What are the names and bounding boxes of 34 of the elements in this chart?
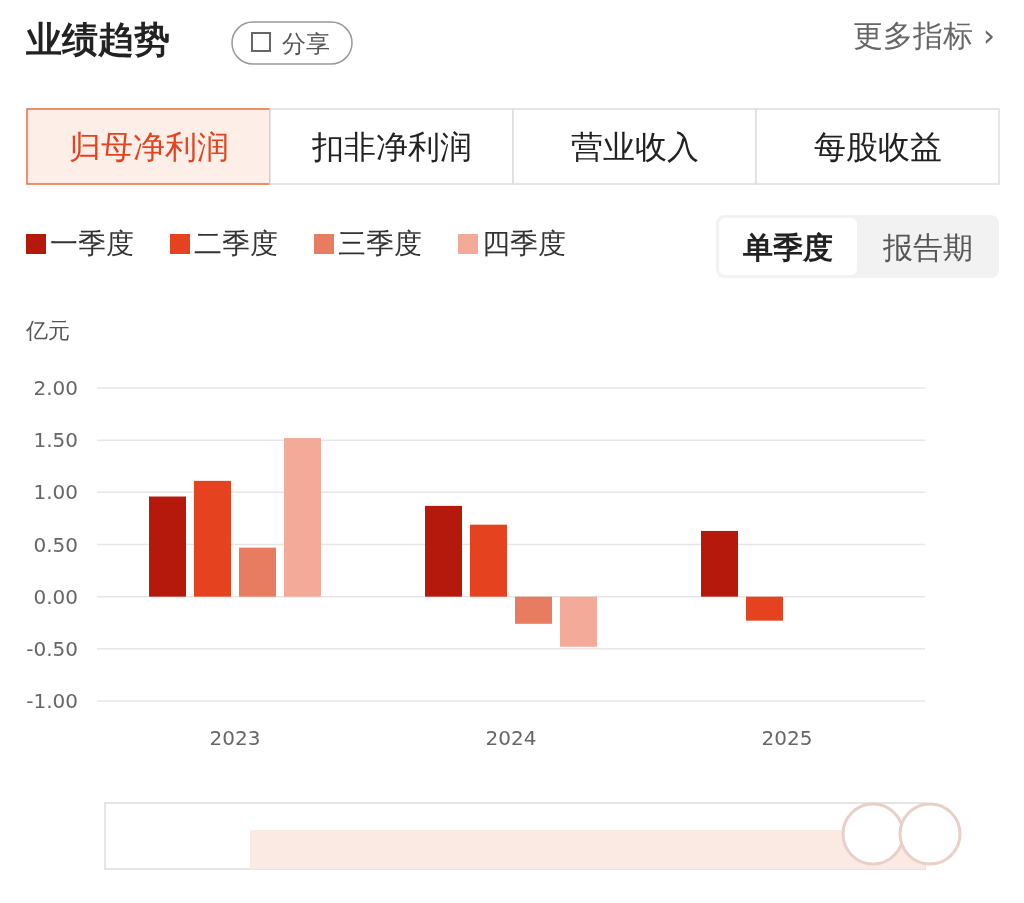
bar bbox=[194, 480, 231, 597]
bar bbox=[470, 524, 507, 597]
text: 营业收入 bbox=[570, 128, 699, 166]
y-tick-label: 1.50 bbox=[33, 428, 78, 453]
text: 报告期 bbox=[882, 230, 973, 265]
text: 每股收益 bbox=[813, 128, 942, 166]
legend-label: 三季度 bbox=[338, 227, 422, 260]
bar bbox=[284, 438, 321, 597]
text: 归母净利润 bbox=[68, 128, 229, 166]
y-tick-label: 2.00 bbox=[33, 376, 78, 400]
legend-label: 一季度 bbox=[50, 227, 134, 260]
bar bbox=[515, 596, 552, 624]
chart-title: 业绩趋势 bbox=[26, 19, 170, 60]
legend-label: 四季度 bbox=[482, 227, 566, 260]
y-tick-label: -0.50 bbox=[26, 636, 78, 661]
text: 更多指标 › bbox=[853, 18, 995, 53]
bar bbox=[239, 547, 276, 597]
text: 扣非净利润 bbox=[310, 128, 472, 166]
y-tick-label: 1.00 bbox=[33, 480, 78, 505]
bar bbox=[746, 596, 783, 621]
text: 单季度 bbox=[742, 230, 833, 265]
x-tick-label: 2023 bbox=[209, 726, 261, 750]
text: 分享 bbox=[282, 30, 330, 58]
x-tick-label: 2025 bbox=[761, 726, 813, 750]
legend-label: 二季度 bbox=[194, 227, 278, 260]
bar bbox=[149, 496, 186, 597]
bar bbox=[425, 505, 462, 597]
bar bbox=[560, 596, 597, 647]
y-tick-label: 0.00 bbox=[33, 584, 78, 609]
bar bbox=[701, 530, 738, 597]
y-axis-title: 亿元 bbox=[25, 318, 70, 343]
y-tick-label: 0.50 bbox=[33, 532, 78, 557]
y-tick-label: -1.00 bbox=[26, 689, 78, 713]
x-tick-label: 2024 bbox=[485, 726, 537, 750]
